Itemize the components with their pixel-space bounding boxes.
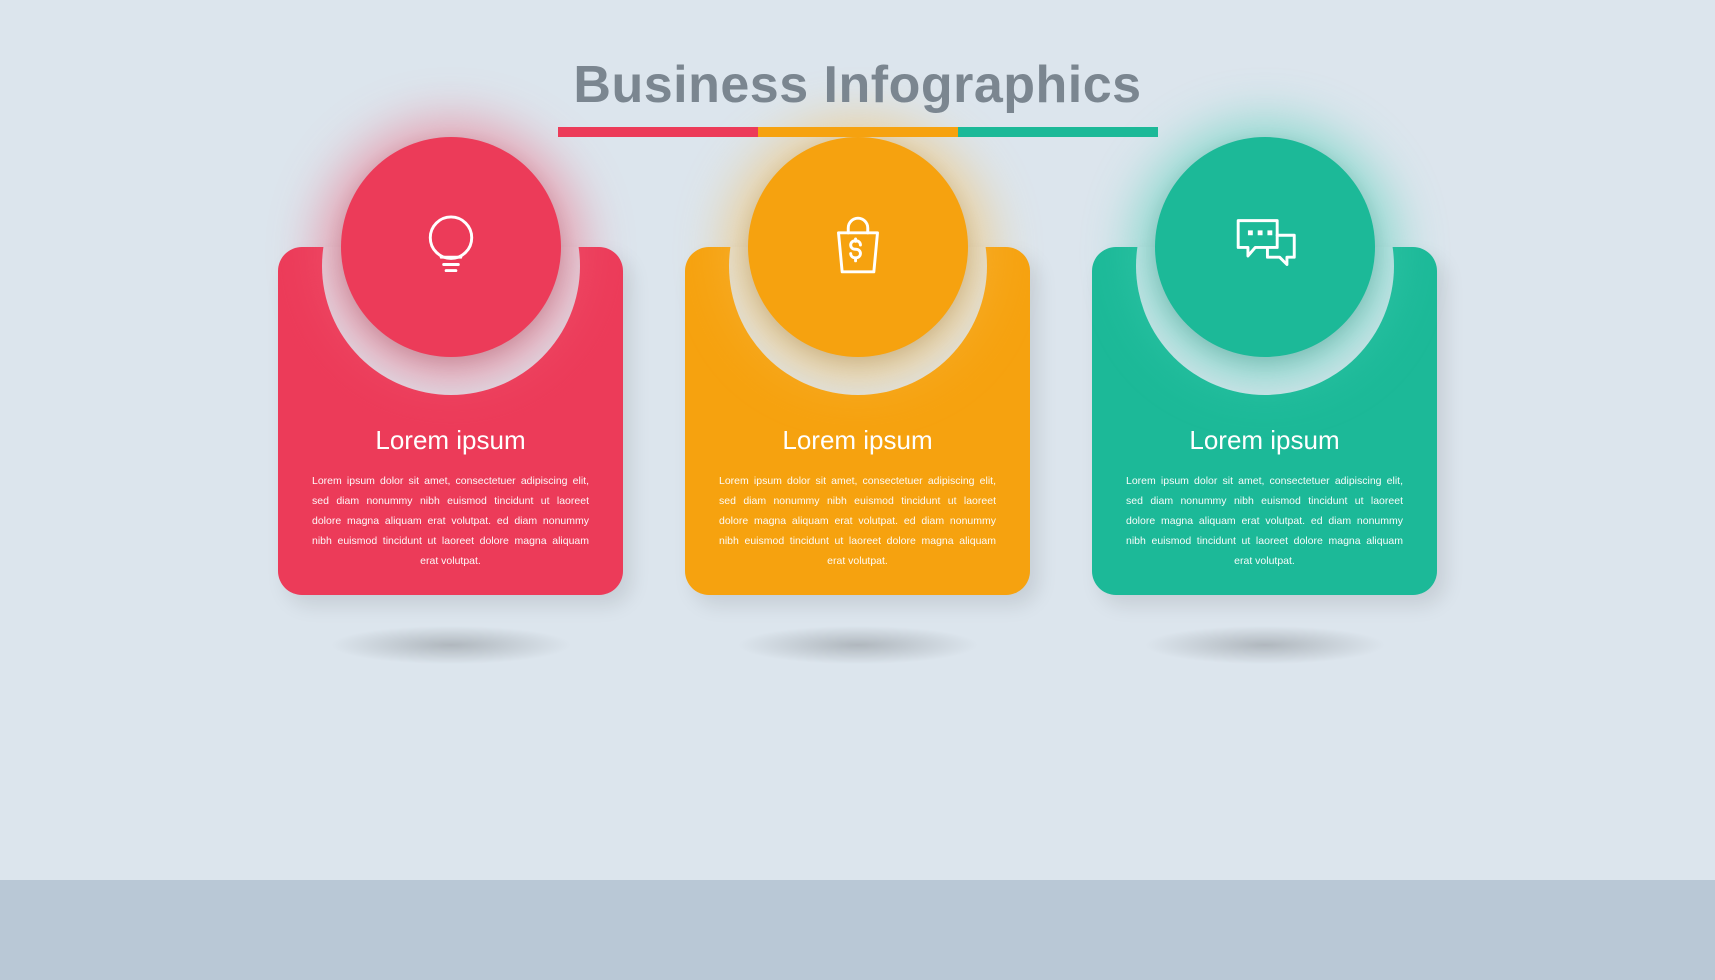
card-3-circle <box>1155 137 1375 357</box>
card-3-shadow <box>1140 625 1390 665</box>
card-2-circle <box>748 137 968 357</box>
cards-row: Lorem ipsum Lorem ipsum dolor sit amet, … <box>0 247 1715 595</box>
shopping-bag-icon <box>819 206 897 289</box>
card-1-text: Lorem ipsum dolor sit amet, consectetuer… <box>312 472 589 572</box>
card-3-heading: Lorem ipsum <box>1126 425 1403 456</box>
card-2-text: Lorem ipsum dolor sit amet, consectetuer… <box>719 472 996 572</box>
header: Business Infographics <box>0 0 1715 137</box>
chat-icon <box>1226 206 1304 289</box>
card-2: Lorem ipsum Lorem ipsum dolor sit amet, … <box>685 247 1030 595</box>
underline-seg-1 <box>558 127 758 137</box>
page-title: Business Infographics <box>0 55 1715 115</box>
card-2-shadow <box>733 625 983 665</box>
underline-seg-2 <box>758 127 958 137</box>
card-1-circle <box>341 137 561 357</box>
card-1: Lorem ipsum Lorem ipsum dolor sit amet, … <box>278 247 623 595</box>
underline-seg-3 <box>958 127 1158 137</box>
card-3: Lorem ipsum Lorem ipsum dolor sit amet, … <box>1092 247 1437 595</box>
card-2-body: Lorem ipsum Lorem ipsum dolor sit amet, … <box>685 425 1030 572</box>
card-3-body: Lorem ipsum Lorem ipsum dolor sit amet, … <box>1092 425 1437 572</box>
card-1-heading: Lorem ipsum <box>312 425 589 456</box>
card-2-text: Lorem ipsum dolor sit amet, consectetuer… <box>1126 472 1403 572</box>
card-1-body: Lorem ipsum Lorem ipsum dolor sit amet, … <box>278 425 623 572</box>
title-underline <box>558 127 1158 137</box>
lightbulb-icon <box>412 206 490 289</box>
page-strip <box>0 880 1715 980</box>
card-2-heading: Lorem ipsum <box>719 425 996 456</box>
card-1-shadow <box>326 625 576 665</box>
